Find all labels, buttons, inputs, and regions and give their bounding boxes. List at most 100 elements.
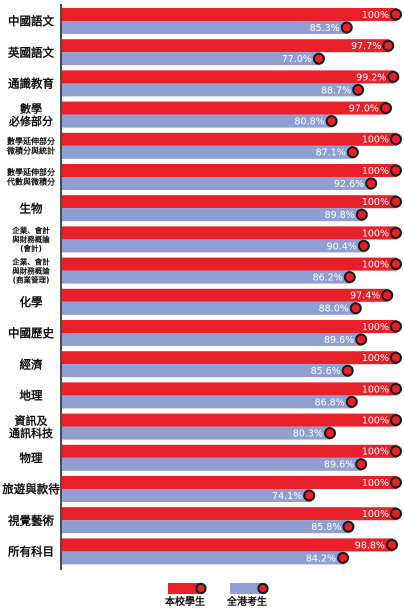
bar-end-marker: [343, 271, 356, 284]
bar-end-marker: [345, 395, 358, 408]
hk-bar: [62, 457, 363, 471]
category-label-line: 與財務概論: [12, 234, 50, 244]
category-label: 所有科目: [8, 545, 54, 559]
hk-bar: [62, 239, 365, 253]
value-label: 98.8%: [355, 540, 385, 551]
hk-bar: [62, 52, 320, 66]
category-label-line: 旅遊與款待: [2, 482, 60, 496]
hk-bar: [62, 301, 357, 315]
value-label: 88.7%: [321, 85, 351, 96]
category-label-line: 化學: [20, 295, 43, 309]
bar-end-marker: [385, 538, 398, 551]
category-label-line: 企業、會計: [11, 256, 50, 266]
category-label-line: 數學延伸部分: [7, 167, 55, 177]
category-label: 物理: [20, 451, 43, 465]
legend-marker: [195, 582, 207, 595]
school-bar: [62, 101, 387, 115]
category-label-line: 生物: [20, 201, 43, 215]
school-bar: [62, 476, 397, 489]
hk-bar: [62, 270, 351, 284]
value-label: 86.2%: [313, 273, 343, 284]
bar-end-marker: [390, 258, 402, 271]
value-label: 90.4%: [327, 241, 357, 252]
category-label-line: 中國語文: [8, 14, 54, 28]
value-label: 100%: [362, 447, 389, 458]
hk-bar: [62, 395, 353, 409]
bar-end-marker: [390, 382, 402, 395]
bar-end-marker: [325, 115, 338, 128]
bar-end-marker: [379, 102, 392, 115]
school-bar: [62, 413, 397, 427]
hk-bar: [62, 21, 348, 34]
hk-bar: [62, 520, 350, 534]
category-label-line: 通訊科技: [9, 426, 54, 440]
value-label: 100%: [362, 478, 389, 489]
school-bar: [62, 164, 397, 177]
value-label: 100%: [362, 228, 389, 239]
school-bar: [62, 8, 397, 21]
category-label: 數學延伸部分微積分與統計: [6, 136, 55, 156]
hk-bar: [62, 208, 363, 222]
value-label: 92.6%: [334, 179, 364, 190]
value-label: 89.6%: [324, 335, 354, 346]
category-label: 通識教育: [8, 77, 54, 91]
legend-label: 本校學生: [165, 595, 205, 608]
school-bar: [62, 70, 395, 84]
value-label: 80.3%: [293, 429, 323, 440]
value-label: 100%: [362, 10, 389, 21]
category-label-line: 英國語文: [7, 45, 54, 59]
hk-bar: [62, 333, 363, 346]
category-label: 數學延伸部分代數與微積分: [6, 167, 55, 187]
legend-swatch: [230, 583, 264, 594]
bar-end-marker: [346, 146, 359, 159]
school-bar: [62, 132, 397, 146]
category-label: 企業、會計與財務概論(會計): [11, 225, 50, 253]
category-label-line: 物理: [20, 451, 43, 465]
legend: 本校學生 全港考生: [165, 582, 269, 608]
school-bar: [62, 39, 390, 53]
category-label-line: 所有科目: [8, 545, 54, 559]
category-label: 地理: [20, 389, 43, 403]
value-label: 97.7%: [351, 41, 381, 52]
bar-end-marker: [349, 302, 362, 315]
school-bar: [62, 320, 397, 333]
hk-bar: [62, 145, 354, 159]
value-label: 97.4%: [350, 291, 380, 302]
category-label-line: 企業、會計: [11, 225, 50, 235]
bar-end-marker: [390, 507, 402, 520]
hk-bar: [62, 364, 349, 378]
bar-end-marker: [352, 83, 365, 96]
category-label: 中國歷史: [8, 326, 54, 340]
hk-bar: [62, 114, 333, 128]
category-label: 化學: [20, 295, 43, 309]
value-label: 74.1%: [272, 491, 302, 502]
bar-end-marker: [390, 351, 402, 364]
legend-label: 全港考生: [226, 595, 267, 608]
category-label-line: 視覺藝術: [7, 513, 54, 527]
value-label: 87.1%: [316, 148, 346, 159]
value-label: 100%: [362, 260, 389, 271]
bar-end-marker: [340, 21, 353, 34]
category-label: 生物: [20, 201, 43, 215]
value-label: 89.8%: [325, 210, 355, 221]
value-label: 80.8%: [294, 117, 324, 128]
bar-end-marker: [341, 364, 354, 377]
bar-end-marker: [337, 551, 350, 564]
bar-end-marker: [390, 320, 402, 333]
category-label-line: 經濟: [20, 357, 43, 371]
value-label: 89.6%: [324, 460, 354, 471]
value-label: 100%: [362, 509, 389, 520]
bar-end-marker: [381, 289, 394, 302]
bar-end-marker: [324, 427, 337, 440]
category-label: 資訊及通訊科技: [9, 413, 54, 440]
school-bar: [62, 257, 397, 271]
bar-end-marker: [390, 445, 402, 458]
legend-marker: [257, 582, 269, 595]
value-label: 99.2%: [356, 72, 386, 83]
category-label-line: 數學延伸部分: [7, 136, 55, 146]
value-label: 100%: [362, 384, 389, 395]
category-label: 英國語文: [7, 45, 54, 59]
bar-end-marker: [365, 177, 378, 190]
category-label: 旅遊與款待: [2, 482, 60, 496]
value-label: 100%: [362, 322, 389, 333]
